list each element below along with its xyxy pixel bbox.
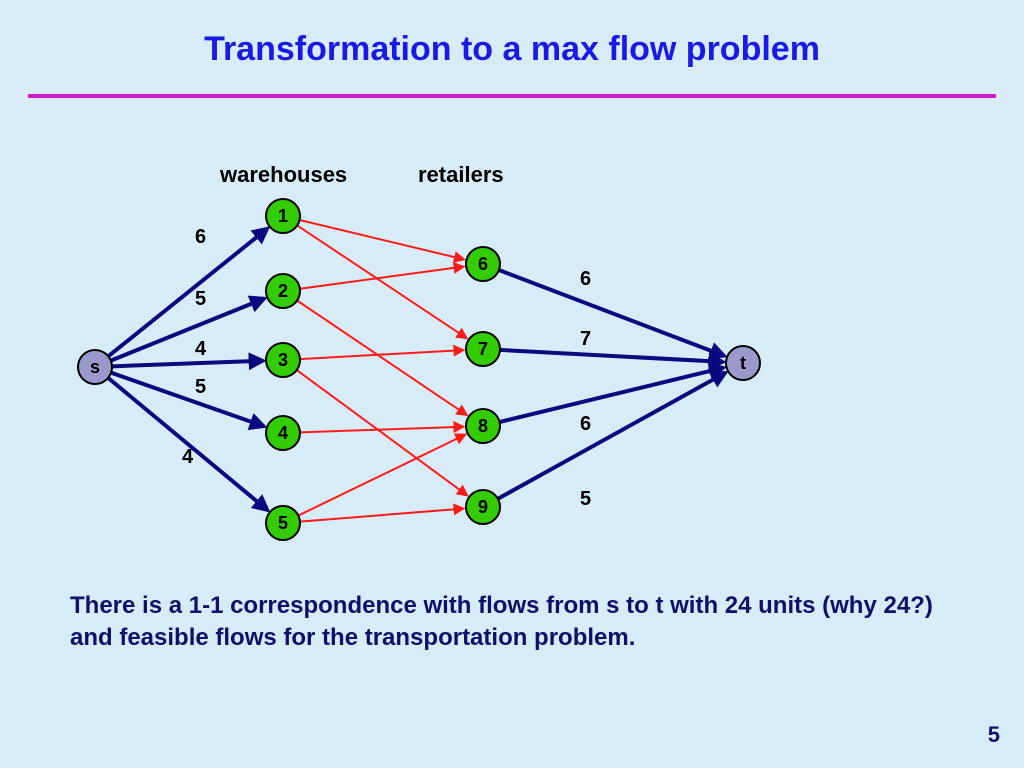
node-label-n1: 1 [278,206,288,226]
edge-s-n1 [108,229,267,357]
node-label-n4: 4 [278,423,288,443]
footer-text: There is a 1-1 correspondence with flows… [70,590,950,655]
edge-label-s-n2: 5 [195,288,206,310]
edge-s-n2 [111,298,265,360]
edge-n6-t [499,270,724,356]
edge-label-n8-t: 6 [580,413,591,435]
node-label-t: t [740,353,746,373]
edge-label-n9-t: 5 [580,488,591,510]
nodes: s 1 2 3 4 5 6 7 8 9 t [78,199,760,540]
slide: Transformation to a max flow problem war… [0,0,1024,768]
edge-n1-n7 [297,225,466,338]
edge-label-s-n5: 4 [182,446,194,468]
node-label-n5: 5 [278,513,288,533]
edge-label-n6-t: 6 [580,268,591,290]
edge-label-s-n3: 4 [195,338,207,360]
edge-n8-t [500,368,724,422]
edge-label-n7-t: 7 [580,328,591,350]
edges-blue [108,229,725,511]
edge-label-s-n4: 5 [195,376,206,398]
node-label-n3: 3 [278,350,288,370]
edge-labels: 6 5 4 5 4 6 7 6 5 [182,226,591,510]
edge-n7-t [500,350,723,362]
node-label-n8: 8 [478,416,488,436]
node-label-n9: 9 [478,497,488,517]
node-label-n2: 2 [278,281,288,301]
edge-n9-t [498,373,726,499]
edge-n2-n6 [300,267,463,289]
node-label-s: s [90,357,100,377]
edge-s-n3 [112,361,263,367]
node-label-n6: 6 [478,254,488,274]
edge-label-s-n1: 6 [195,226,206,248]
page-number: 5 [988,722,1000,748]
edge-n1-n6 [300,220,464,259]
node-label-n7: 7 [478,339,488,359]
edges-red [297,220,467,522]
edge-n5-n9 [300,509,463,522]
